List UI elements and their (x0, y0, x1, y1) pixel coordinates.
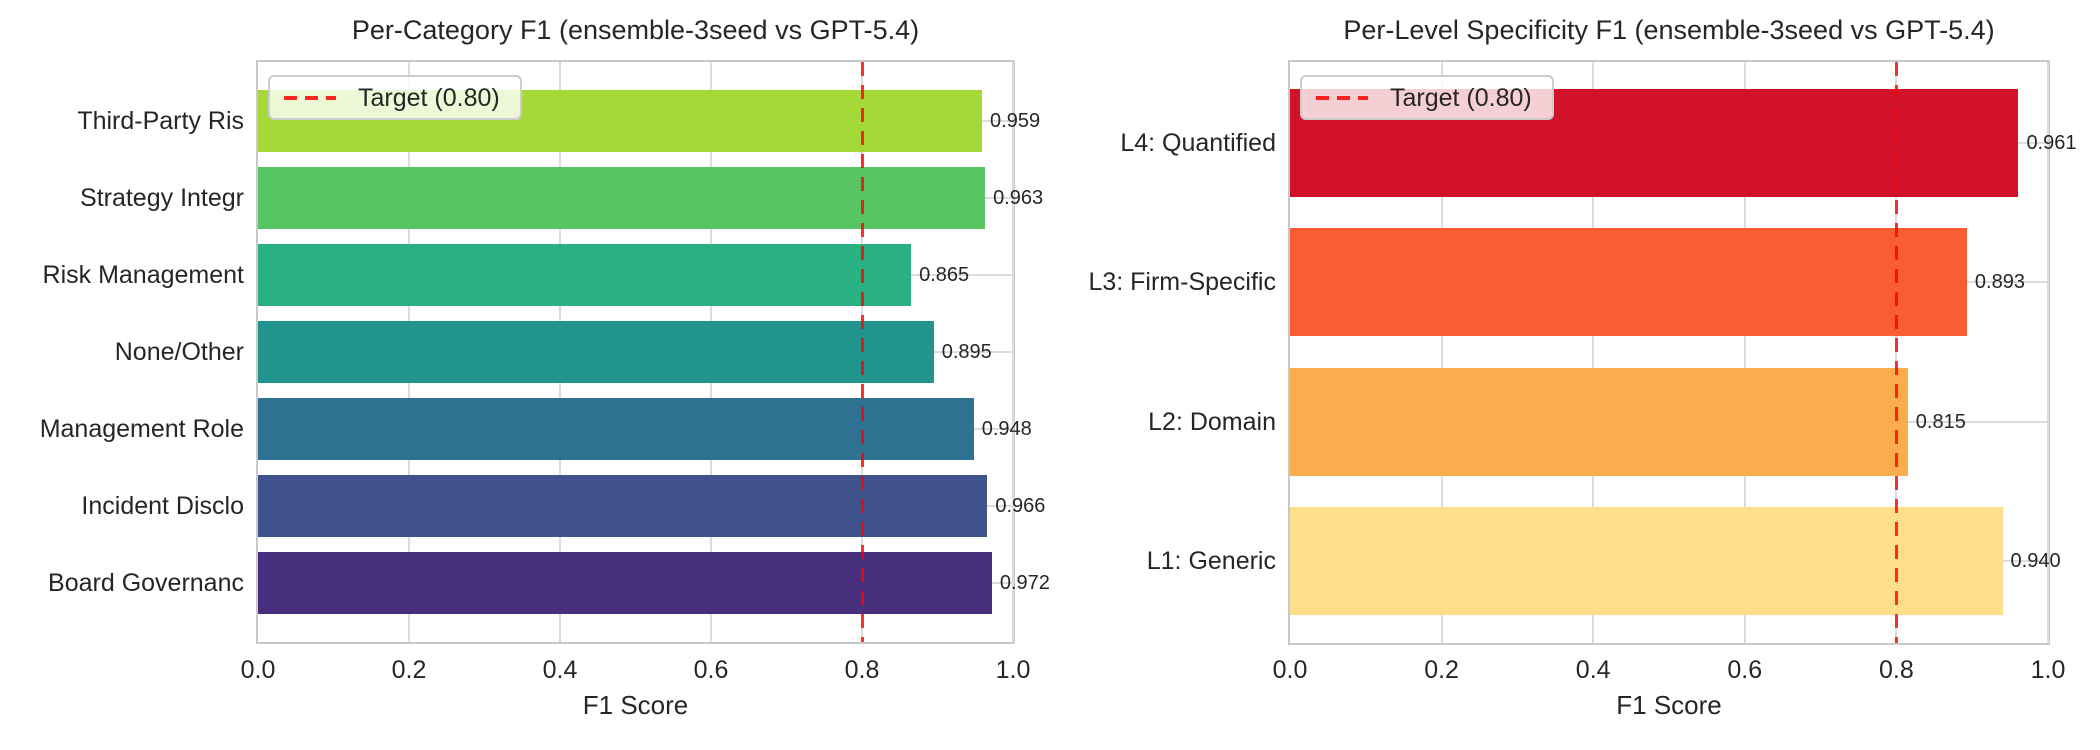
y-tick-label: Incident Disclo (81, 492, 244, 520)
x-tick-label: 0.8 (1879, 656, 1914, 684)
legend-label: Target (0.80) (1390, 83, 1532, 112)
bar-value-label: 0.940 (2010, 549, 2061, 572)
y-tick-label: Strategy Integr (80, 184, 244, 212)
y-tick-label: Third-Party Ris (77, 107, 244, 135)
x-tick-label: 0.0 (1272, 656, 1308, 684)
x-tick-label: 0.6 (1727, 656, 1763, 684)
bar (258, 244, 912, 306)
x-gridline (2047, 62, 2049, 643)
y-tick-label: Risk Management (42, 261, 244, 289)
bar-value-label: 0.893 (1974, 271, 2025, 294)
bar-value-label: 0.966 (995, 495, 1046, 517)
x-gridline (1440, 62, 1443, 643)
x-tick-label: 0.2 (1424, 656, 1459, 684)
bar-value-label: 0.961 (2026, 132, 2077, 154)
x-tick-label: 0.4 (1575, 656, 1611, 684)
bar-value-label: 0.865 (919, 264, 970, 286)
bar-value-label: 0.959 (990, 110, 1041, 132)
x-tick-label: 0.2 (391, 656, 427, 684)
bar-value-label: 0.963 (993, 187, 1044, 209)
bar (1290, 367, 1908, 476)
x-gridline (1743, 62, 1746, 643)
x-axis-label: F1 Score (1616, 690, 1722, 720)
x-tick-label: 0.6 (693, 656, 729, 684)
y-tick-label: L4: Quantified (1120, 129, 1276, 157)
x-tick-label: 1.0 (2030, 656, 2066, 684)
x-tick-label: 0.8 (844, 656, 880, 684)
target-line-legend-icon (1316, 95, 1368, 100)
y-tick-label: None/Other (114, 338, 244, 366)
y-tick-label: Board Governanc (48, 569, 244, 597)
target-line-legend-icon (284, 95, 336, 100)
target-line (860, 62, 864, 642)
chart-title-per-category: Per-Category F1 (ensemble-3seed vs GPT-5… (351, 15, 920, 45)
bar (258, 475, 988, 537)
y-tick-label: Management Role (39, 415, 244, 443)
y-tick-label: L3: Firm-Specific (1088, 268, 1276, 297)
legend-label: Target (0.80) (358, 83, 500, 112)
bar (258, 321, 934, 383)
bar-value-label: 0.972 (999, 572, 1050, 594)
bar (1290, 506, 2003, 615)
bar (1290, 228, 1967, 337)
y-tick-label: L1: Generic (1146, 546, 1276, 575)
x-tick-label: 0.4 (542, 656, 578, 684)
bar (258, 398, 974, 460)
x-tick-label: 1.0 (995, 656, 1031, 684)
bar (258, 552, 992, 614)
plot-area-per-level: Target (0.80) 0.961 0.893 0.815 0.940 (1288, 60, 2077, 645)
x-gridline (1592, 62, 1595, 643)
target-line (1894, 62, 1898, 643)
x-axis-label: F1 Score (582, 690, 689, 720)
legend: Target (0.80) (268, 75, 522, 120)
x-tick-label: 0.0 (240, 656, 276, 684)
y-tick-label: L2: Domain (1148, 407, 1276, 436)
bar-value-label: 0.948 (981, 418, 1032, 440)
chart-title-per-level: Per-Level Specificity F1 (ensemble-3seed… (1343, 15, 1995, 45)
plot-area-per-category: Target (0.80) 0.959 0.963 0.865 0.895 0.948 0… (256, 60, 1050, 644)
bar (258, 167, 986, 229)
legend: Target (0.80) (1300, 75, 1554, 120)
bar-value-label: 0.895 (941, 341, 992, 363)
x-gridline (1012, 62, 1014, 642)
bar-value-label: 0.815 (1915, 410, 1966, 433)
